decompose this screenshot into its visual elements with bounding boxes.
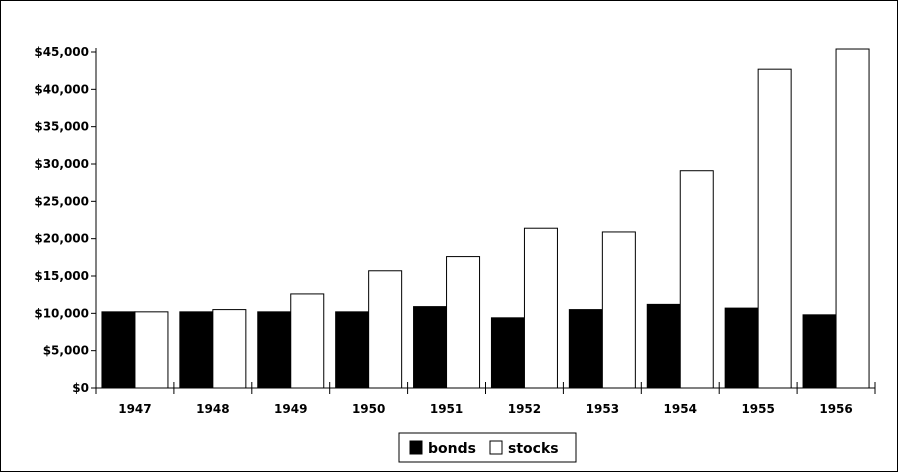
y-tick-label: $0	[72, 381, 89, 395]
x-tick-label: 1953	[586, 402, 619, 416]
bar-bonds-1947	[101, 311, 136, 389]
legend-label-bonds: bonds	[428, 441, 476, 457]
x-tick-label: 1949	[274, 402, 307, 416]
y-tick-label: $35,000	[34, 120, 89, 134]
y-tick-label: $45,000	[34, 45, 89, 59]
x-tick-label: 1951	[430, 402, 463, 416]
y-tick-label: $5,000	[43, 344, 89, 358]
bar-stocks-1948	[212, 309, 247, 389]
bar-stocks-1949	[290, 293, 325, 389]
bar-bonds-1948	[179, 311, 214, 389]
legend-label-stocks: stocks	[508, 441, 559, 457]
bar-stocks-1951	[446, 256, 481, 389]
bar-stocks-1950	[368, 270, 403, 389]
y-axis: $0 $5,000 $10,000 $15,000 $20,000 $25,000 $30,…	[34, 45, 97, 395]
x-tick-label: 1948	[196, 402, 229, 416]
bar-bonds-1951	[413, 306, 448, 389]
legend-swatch-bonds	[409, 440, 423, 455]
bar-stocks-1953	[601, 231, 636, 389]
y-tick-label: $20,000	[34, 232, 89, 246]
bar-stocks-1956	[835, 48, 870, 389]
bar-bonds-1954	[646, 303, 681, 389]
legend: bonds stocks	[398, 432, 577, 463]
bar-bonds-1952	[490, 317, 525, 389]
bar-stocks-1955	[757, 68, 792, 389]
bar-stocks-1954	[679, 170, 714, 389]
bar-bonds-1949	[257, 311, 292, 389]
y-tick-label: $25,000	[34, 194, 89, 208]
bar-bonds-1955	[724, 307, 759, 389]
x-tick-label: 1950	[352, 402, 385, 416]
legend-swatch-stocks	[489, 440, 503, 455]
y-tick-label: $15,000	[34, 269, 89, 283]
x-tick-label: 1952	[508, 402, 541, 416]
y-tick-label: $40,000	[34, 82, 89, 96]
x-tick-label: 1956	[819, 402, 852, 416]
x-tick-label: 1955	[741, 402, 774, 416]
y-tick-label: $30,000	[34, 157, 89, 171]
bars	[101, 48, 870, 389]
bar-bonds-1956	[802, 314, 837, 389]
bar-stocks-1947	[134, 311, 169, 389]
y-tick-label: $10,000	[34, 306, 89, 320]
x-tick-label: 1947	[118, 402, 151, 416]
x-tick-label: 1954	[664, 402, 697, 416]
bar-stocks-1952	[523, 227, 558, 389]
bar-bonds-1953	[568, 309, 603, 389]
bar-bonds-1950	[335, 311, 370, 389]
legend-box	[398, 432, 577, 463]
